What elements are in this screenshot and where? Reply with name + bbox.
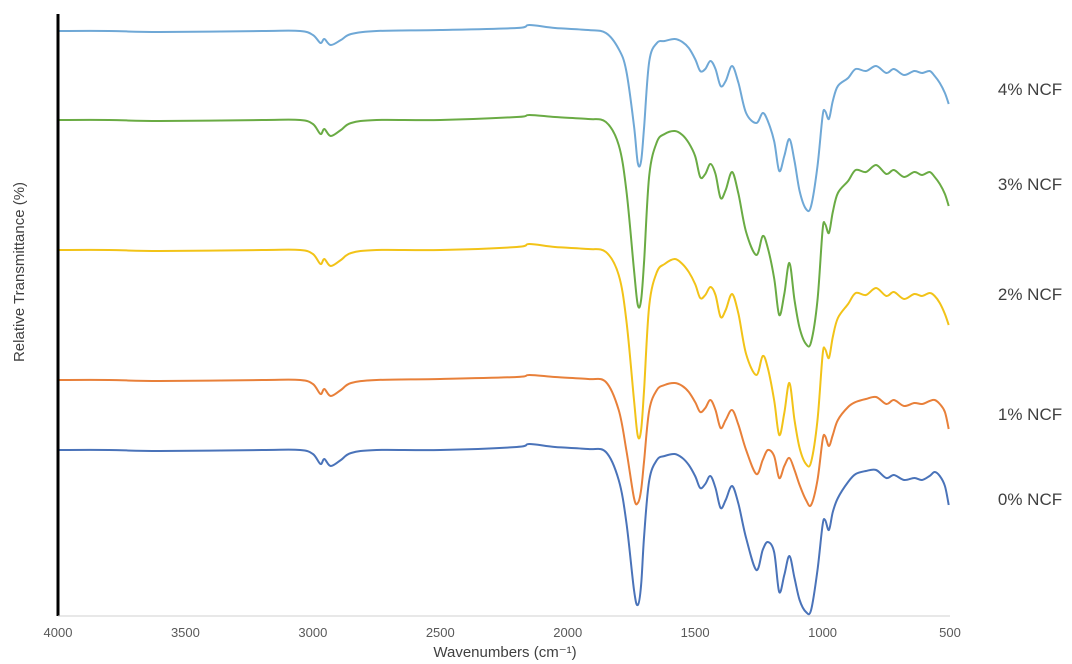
series-line-2-ncf — [57, 243, 950, 468]
x-tick-label: 3500 — [171, 625, 200, 640]
x-axis-title: Wavenumbers (cm⁻¹) — [433, 644, 576, 661]
x-tick-labels: 4000 3500 3000 2500 2000 1500 1000 500 — [44, 625, 961, 640]
series-label: 4% NCF — [998, 80, 1062, 99]
series-line-4-ncf — [57, 24, 950, 213]
y-axis-title: Relative Transmittance (%) — [11, 182, 28, 362]
x-tick-label: 500 — [939, 625, 961, 640]
x-tick-label: 2500 — [426, 625, 455, 640]
series-line-0-ncf — [57, 443, 950, 616]
x-tick-label: 2000 — [553, 625, 582, 640]
series-traces — [57, 24, 950, 616]
series-line-3-ncf — [57, 114, 950, 348]
series-labels: 4% NCF 3% NCF 2% NCF 1% NCF 0% NCF — [998, 80, 1062, 509]
series-label: 3% NCF — [998, 175, 1062, 194]
series-label: 0% NCF — [998, 490, 1062, 509]
series-label: 2% NCF — [998, 285, 1062, 304]
x-tick-label: 4000 — [44, 625, 73, 640]
series-line-1-ncf — [57, 374, 950, 508]
x-tick-label: 1000 — [808, 625, 837, 640]
x-tick-label: 1500 — [681, 625, 710, 640]
x-tick-label: 3000 — [298, 625, 327, 640]
series-label: 1% NCF — [998, 405, 1062, 424]
